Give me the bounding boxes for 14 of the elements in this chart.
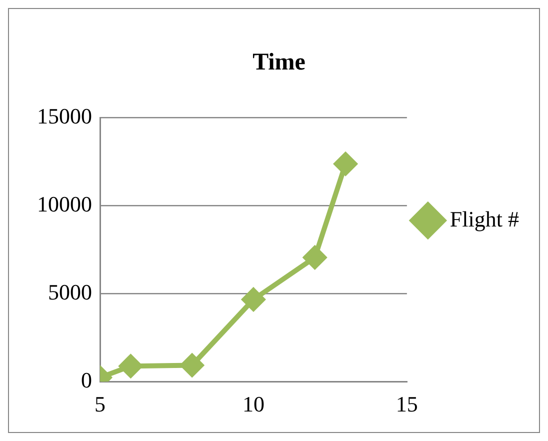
y-tick-label: 10000 bbox=[37, 192, 92, 217]
y-tick-label: 15000 bbox=[37, 104, 92, 129]
legend-label: Flight # bbox=[450, 206, 520, 232]
y-tick-label: 0 bbox=[81, 367, 92, 392]
chart-title: Time bbox=[252, 50, 306, 76]
x-tick-label: 5 bbox=[94, 392, 106, 417]
point bbox=[334, 152, 358, 176]
x-tick-label: 10 bbox=[242, 392, 264, 417]
point bbox=[303, 246, 326, 269]
y-tick-label: 5000 bbox=[48, 279, 92, 304]
point bbox=[242, 288, 265, 311]
point bbox=[119, 354, 142, 378]
point bbox=[180, 354, 204, 377]
x-tick-label: 15 bbox=[396, 392, 418, 417]
